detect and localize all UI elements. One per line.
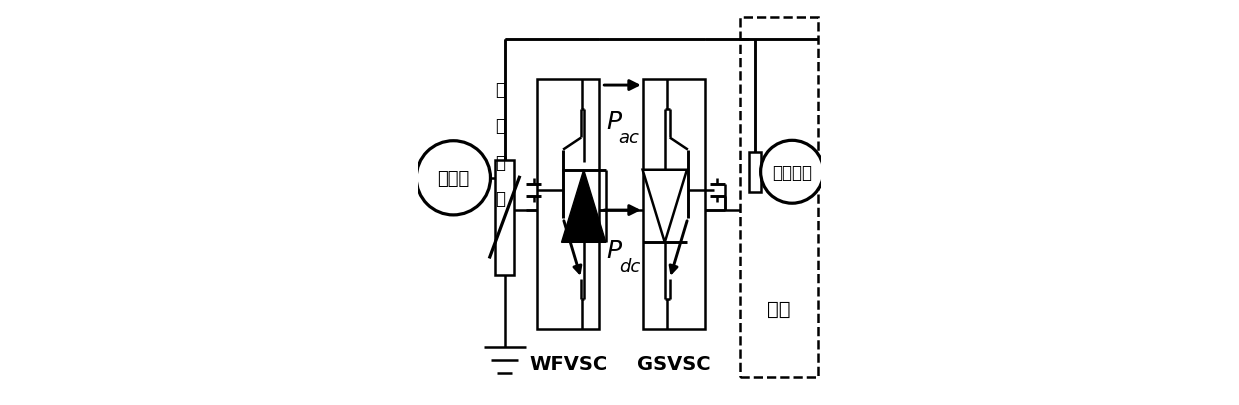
- Text: 火电机组: 火电机组: [772, 163, 812, 181]
- Text: P: P: [607, 239, 622, 263]
- Text: ac: ac: [618, 128, 639, 146]
- Text: dc: dc: [618, 257, 641, 275]
- Text: 动: 动: [496, 81, 506, 99]
- Text: WFVSC: WFVSC: [529, 354, 607, 373]
- Circle shape: [416, 141, 491, 215]
- Text: 负: 负: [496, 190, 506, 207]
- Text: 荷: 荷: [496, 153, 506, 171]
- Text: 主网: 主网: [767, 300, 790, 319]
- Polygon shape: [561, 171, 606, 243]
- Bar: [741, 17, 818, 377]
- Text: P: P: [607, 110, 622, 134]
- Bar: [536, 80, 600, 329]
- Text: GSVSC: GSVSC: [637, 354, 711, 373]
- Bar: [643, 80, 705, 329]
- Circle shape: [761, 141, 824, 204]
- Text: 波: 波: [496, 117, 506, 135]
- Text: 风电场: 风电场: [437, 169, 470, 188]
- Bar: [750, 152, 761, 192]
- Polygon shape: [643, 171, 686, 243]
- Bar: [496, 160, 514, 275]
